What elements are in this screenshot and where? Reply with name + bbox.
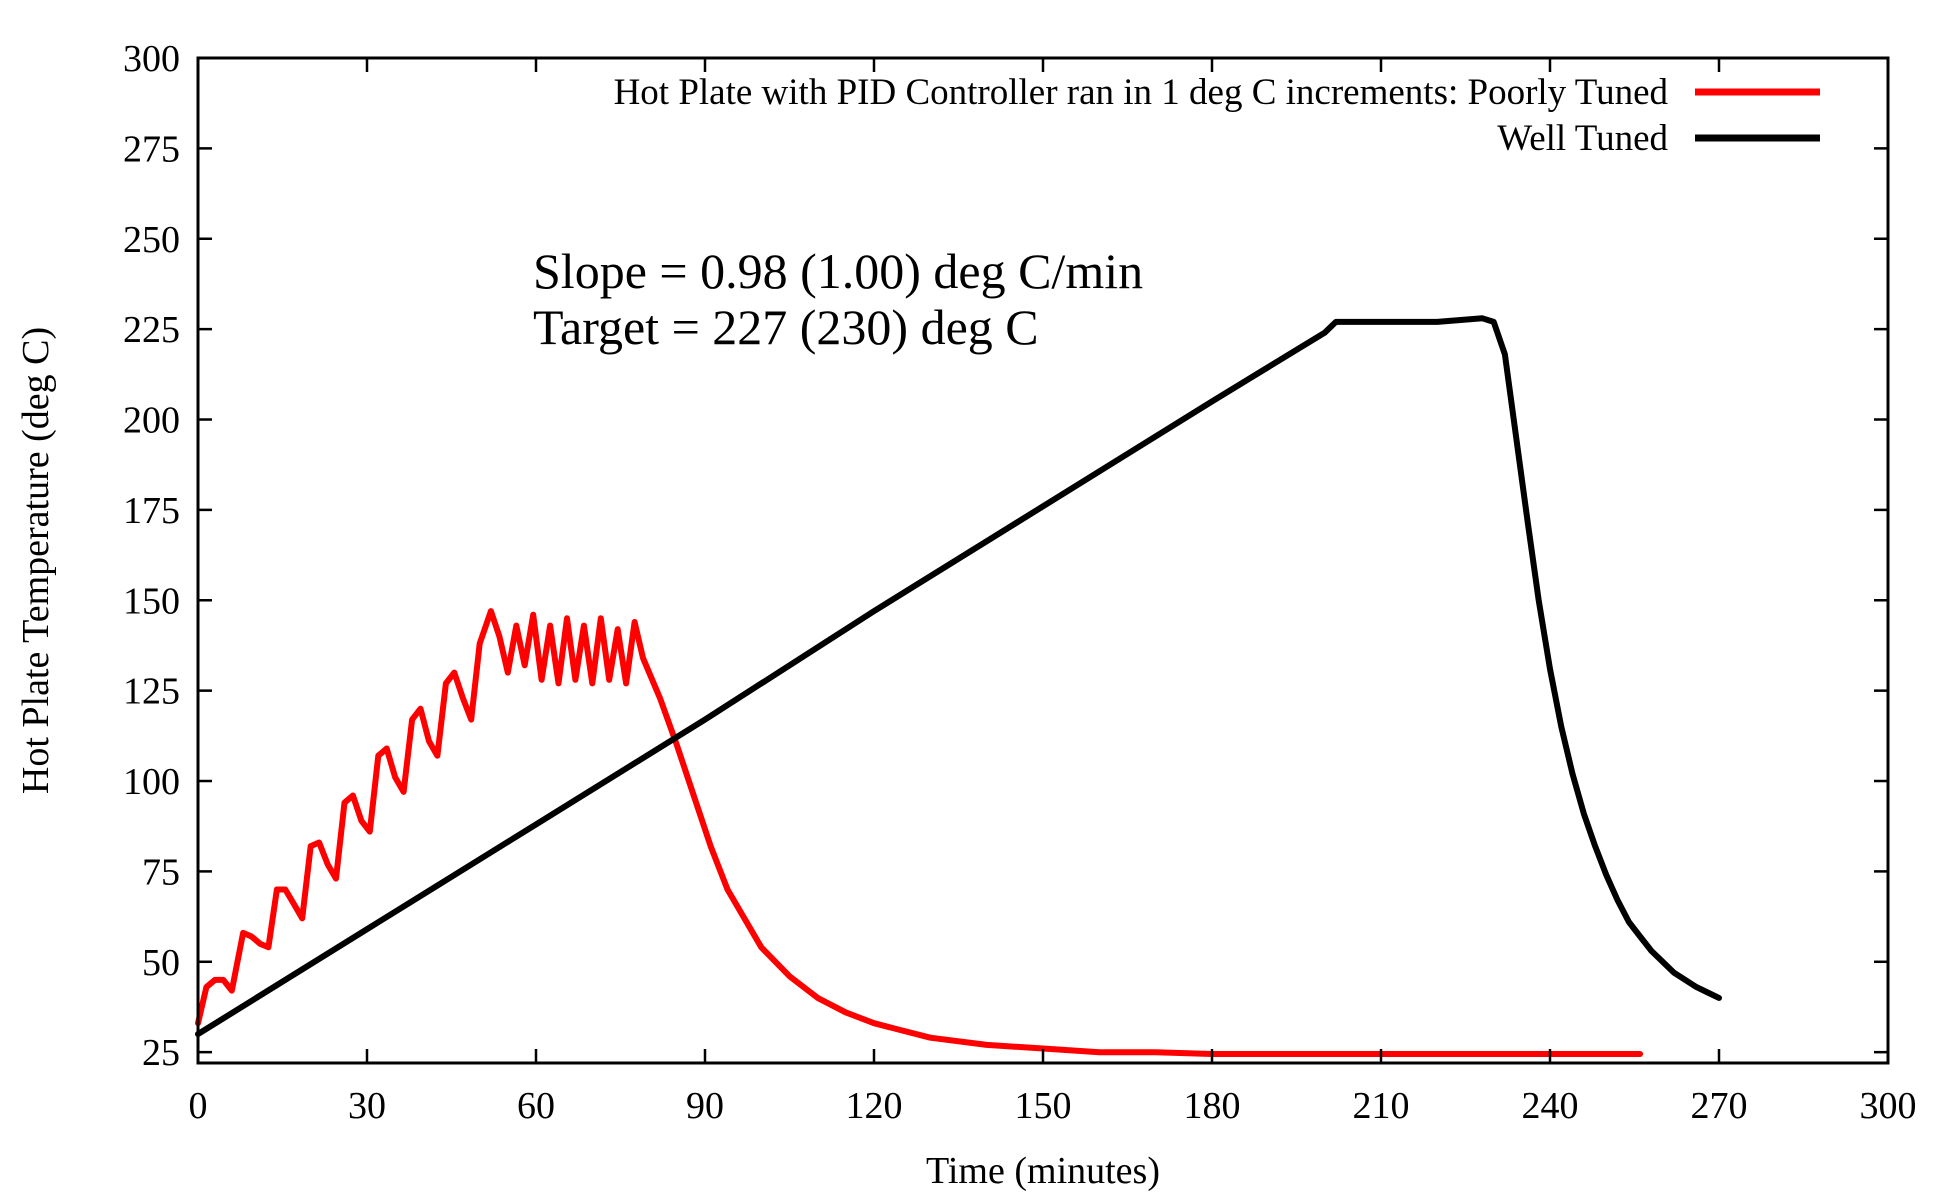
x-tick-label: 30 <box>348 1085 386 1127</box>
x-tick-label: 180 <box>1184 1085 1241 1127</box>
y-tick-label: 175 <box>123 490 180 532</box>
y-tick-label: 100 <box>123 761 180 803</box>
series-line-poorly-tuned <box>195 608 1644 1057</box>
legend-entry-well-tuned: Well Tuned <box>1497 118 1668 159</box>
y-tick-label: 250 <box>123 219 180 261</box>
series-line-well-tuned <box>195 315 1722 1038</box>
x-tick-label: 60 <box>517 1085 555 1127</box>
legend-entry-poorly-tuned: Hot Plate with PID Controller ran in 1 d… <box>614 72 1669 113</box>
x-tick-label: 270 <box>1691 1085 1748 1127</box>
x-tick-label: 150 <box>1015 1085 1072 1127</box>
y-tick-label: 25 <box>142 1032 180 1074</box>
y-tick-label: 225 <box>123 309 180 351</box>
slope-annotation: Slope = 0.98 (1.00) deg C/min <box>533 243 1143 299</box>
x-tick-label: 240 <box>1522 1085 1579 1127</box>
target-annotation: Target = 227 (230) deg C <box>533 299 1039 355</box>
y-tick-label: 200 <box>123 400 180 442</box>
x-tick-label: 90 <box>686 1085 724 1127</box>
x-axis-title: Time (minutes) <box>926 1150 1160 1192</box>
x-tick-label: 210 <box>1353 1085 1410 1127</box>
x-tick-label: 0 <box>189 1085 208 1127</box>
x-tick-label: 120 <box>846 1085 903 1127</box>
y-tick-label: 125 <box>123 671 180 713</box>
y-tick-label: 150 <box>123 580 180 622</box>
x-tick-label: 300 <box>1860 1085 1917 1127</box>
y-tick-label: 300 <box>123 38 180 80</box>
tick-labels-layer: 0 30 60 90 120 150 180 210 240 270 300 25 50 75 100 125… <box>123 38 1917 1127</box>
y-tick-label: 75 <box>142 851 180 893</box>
y-tick-label: 50 <box>142 942 180 984</box>
annotations: Slope = 0.98 (1.00) deg C/min Target = 2… <box>533 243 1143 355</box>
legend: Hot Plate with PID Controller ran in 1 d… <box>614 72 1820 159</box>
series-layer <box>195 315 1722 1057</box>
y-axis-title: Hot Plate Temperature (deg C) <box>15 327 57 794</box>
y-tick-label: 275 <box>123 128 180 170</box>
ticks-layer <box>196 56 1890 1063</box>
